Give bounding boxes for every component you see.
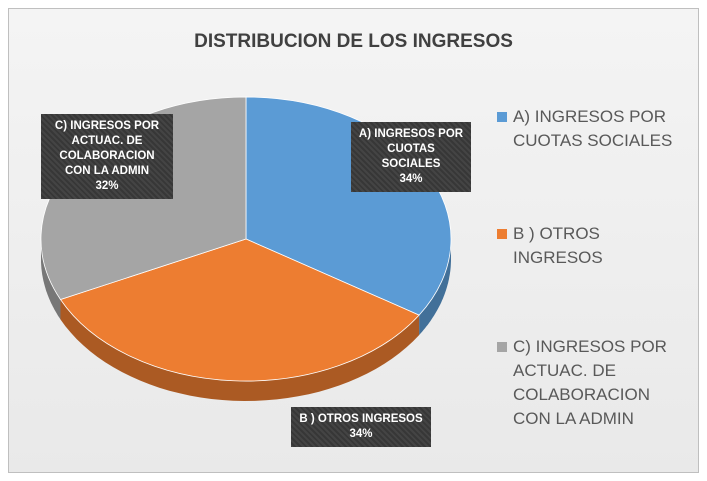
slice-side [41, 239, 61, 320]
chart-title: DISTRIBUCION DE LOS INGRESOS [194, 31, 513, 52]
data-label-value: 32% [95, 180, 119, 192]
slice-side [419, 239, 451, 336]
legend-item: C) INGRESOS POR ACTUAC. DE COLABORACION … [497, 335, 692, 431]
data-label-category: A) INGRESOS POR CUOTAS SOCIALES [358, 128, 464, 170]
legend-label: A) INGRESOS POR CUOTAS SOCIALES [513, 107, 673, 150]
slice [59, 238, 420, 382]
data-label-category: B ) OTROS INGRESOS [299, 413, 423, 425]
legend-item: A) INGRESOS POR CUOTAS SOCIALES [497, 105, 692, 153]
legend-swatch [497, 342, 507, 352]
data-label-category: C) INGRESOS POR ACTUAC. DE COLABORACION … [54, 120, 160, 177]
data-label: C) INGRESOS POR ACTUAC. DE COLABORACION … [41, 114, 173, 199]
slice-side [60, 299, 420, 401]
data-label: B ) OTROS INGRESOS 34% [291, 407, 431, 447]
data-label-value: 34% [349, 428, 373, 440]
data-label: A) INGRESOS POR CUOTAS SOCIALES 34% [351, 122, 471, 192]
data-label-value: 34% [399, 173, 423, 185]
legend-item: B ) OTROS INGRESOS [497, 222, 692, 270]
legend-label: C) INGRESOS POR ACTUAC. DE COLABORACION … [513, 337, 667, 428]
legend-swatch [497, 112, 507, 122]
chart-area: DISTRIBUCION DE LOS INGRESOS A) INGRESOS… [8, 8, 699, 473]
legend-swatch [497, 229, 507, 239]
legend-label: B ) OTROS INGRESOS [513, 224, 603, 267]
